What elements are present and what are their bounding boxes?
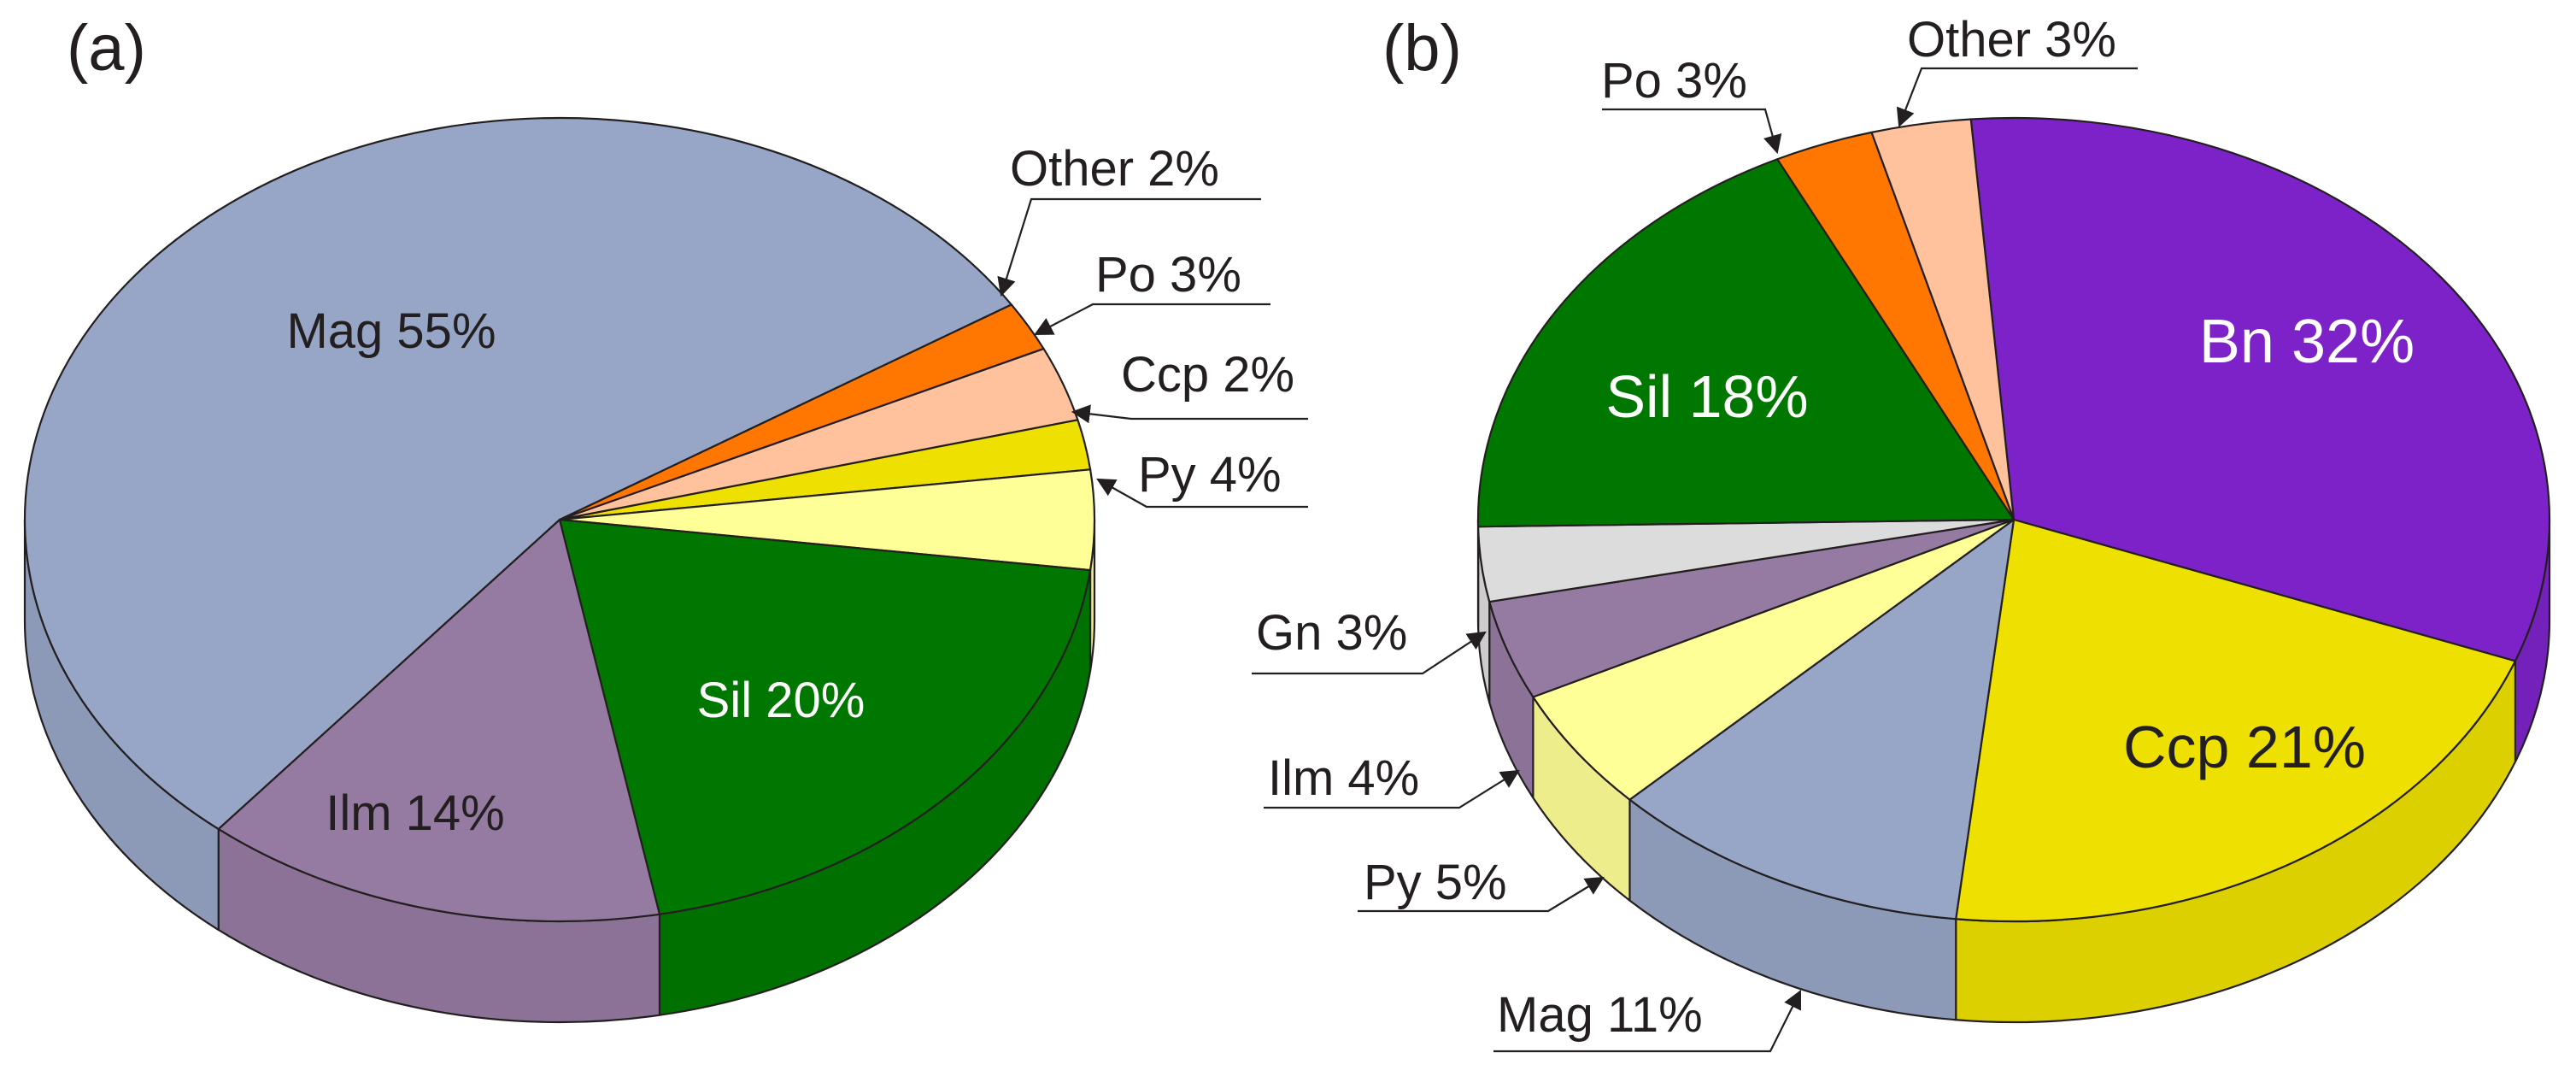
- leader-line-other-b: [1896, 67, 2138, 128]
- leader-line-mag: [1493, 990, 1801, 1053]
- callout-label-ccp: Ccp 2%: [1121, 347, 1294, 403]
- callout-label-po: Po 3%: [1601, 53, 1747, 109]
- leader-line-py: [1096, 478, 1308, 509]
- callout-label-gn: Gn 3%: [1256, 605, 1407, 661]
- leader-line-po-b: [1602, 108, 1782, 155]
- slice-label-mag: Mag 55%: [286, 303, 496, 359]
- callout-label-ilm: Ilm 4%: [1268, 750, 1419, 806]
- slice-label-sil: Sil 20%: [697, 673, 866, 728]
- panel-label-b: (b): [1382, 12, 1462, 85]
- pie-slice-sil: [558, 518, 1092, 915]
- callout-label-po: Po 3%: [1095, 247, 1241, 303]
- leader-line-ilm: [1264, 769, 1520, 809]
- callout-label-py: Py 5%: [1364, 855, 1507, 910]
- pie-slice-bn: [1969, 116, 2551, 662]
- slice-labels-a: Mag 55% Other 2% Po 3% Ccp 2% Py 4% Sil …: [286, 141, 1294, 841]
- pie-slice-other: [1870, 118, 2016, 521]
- leader-line-ccp: [1071, 404, 1308, 424]
- pie-slice-mag: [1628, 518, 2016, 920]
- slice-label-ccp: Ccp 21%: [2123, 714, 2366, 780]
- pie-chart-b: [1476, 116, 2551, 1024]
- callout-label-other: Other 3%: [1907, 12, 2116, 68]
- callout-label-other: Other 2%: [1010, 141, 1219, 197]
- panel-label-a: (a): [67, 12, 146, 85]
- pie-slice-ilm: [217, 518, 661, 923]
- leader-line-gn: [1252, 631, 1487, 675]
- slice-label-bn: Bn 32%: [2199, 308, 2415, 376]
- callout-label-py: Py 4%: [1138, 447, 1282, 503]
- slice-label-ilm: Ilm 14%: [326, 785, 505, 841]
- pie-slice-sil: [1476, 158, 2016, 528]
- leader-line-po: [1034, 303, 1270, 336]
- leader-line-other: [997, 197, 1261, 297]
- pie-slice-py: [1532, 518, 2016, 801]
- callout-label-mag: Mag 11%: [1497, 987, 1703, 1043]
- pie-slice-ccp: [1955, 518, 2516, 923]
- slice-label-sil: Sil 18%: [1605, 363, 1808, 430]
- leader-lines-b: [1252, 67, 2138, 1053]
- leader-line-py-b: [1358, 876, 1605, 913]
- pie-chart-a: [23, 116, 1096, 1024]
- slice-labels-b: Bn 32% Ccp 21% Mag 11% Py 5% Ilm 4% Gn 3…: [1256, 12, 2415, 1043]
- pie-slice-mag: [23, 116, 1012, 831]
- leader-lines-a: [997, 197, 1308, 509]
